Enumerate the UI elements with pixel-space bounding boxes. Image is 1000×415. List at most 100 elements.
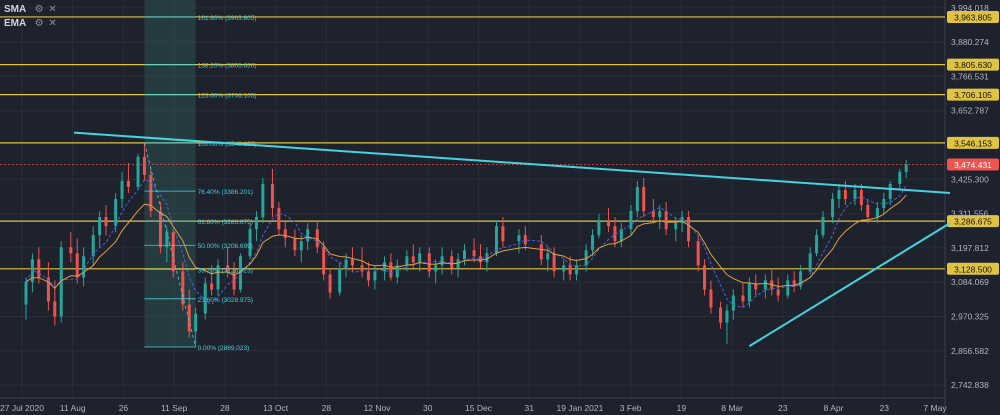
sma-line: [25, 179, 907, 309]
candle-body: [776, 289, 780, 296]
candle-body: [584, 250, 588, 266]
current-price-tag: [947, 158, 999, 171]
candle-body: [232, 271, 236, 290]
candle-body: [658, 211, 662, 218]
time-tick-label: 27 Jul 2020: [0, 403, 44, 413]
level-price-tag: [947, 10, 999, 23]
price-tick-label: 3,197.812: [951, 243, 989, 253]
price-axis[interactable]: 3,994.018 3,880.274 3,766.531 3,652.787 3,42…: [951, 3, 989, 390]
candle-body: [210, 283, 214, 290]
candle-body: [696, 241, 700, 266]
candle-body: [254, 217, 258, 230]
candle-body: [619, 229, 623, 242]
level-price-label: 3,546.153: [954, 138, 992, 148]
candle-body: [754, 283, 758, 290]
candle-body: [373, 271, 377, 281]
level-price-label: 3,286.675: [954, 217, 992, 227]
time-tick-label: 26: [119, 403, 129, 413]
candle-body: [741, 295, 745, 302]
candle-body: [126, 180, 130, 187]
legend-ema-controls-icon[interactable]: ⚙ ✕: [34, 18, 58, 29]
candle-body: [747, 283, 751, 302]
candle-body: [104, 217, 108, 227]
candle-body: [328, 274, 332, 293]
candle-body: [904, 164, 908, 172]
level-price-label: 3,706.105: [954, 90, 992, 100]
candle-body: [389, 262, 393, 278]
candle-body: [866, 205, 870, 218]
candle-body: [792, 280, 796, 287]
candle-body: [709, 289, 713, 308]
candle-body: [59, 247, 63, 317]
price-tick-label: 3,880.274: [951, 37, 989, 47]
fib-level-label: 161.80% (3963.805): [198, 15, 257, 22]
candle-body: [837, 189, 841, 199]
candle-body: [238, 256, 242, 290]
candle-body: [703, 265, 707, 290]
candle-body: [831, 199, 835, 218]
legend-sma-controls-icon[interactable]: ⚙ ✕: [34, 4, 58, 15]
candle-body: [719, 307, 723, 323]
candle-body: [607, 220, 611, 227]
candle-body: [664, 211, 668, 230]
candle-body: [786, 280, 790, 296]
candle-body: [562, 265, 566, 272]
candle-body: [517, 235, 521, 242]
fib-level-label: 123.60% (3706.105): [198, 93, 257, 100]
candle-body: [597, 220, 601, 236]
candle-body: [46, 277, 50, 302]
candle-body: [485, 253, 489, 263]
time-tick-label: 8 Mar: [721, 403, 743, 413]
candle-body: [815, 235, 819, 254]
candle-body: [888, 183, 892, 199]
time-axis[interactable]: 27 Jul 2020 11 Aug 26 11 Sep 28 13 Oct 28 12 No…: [0, 403, 947, 413]
candle-body: [187, 304, 191, 332]
candle-body: [552, 253, 556, 272]
candle-body: [82, 256, 86, 278]
time-tick-label: 28: [220, 403, 230, 413]
time-tick-label: 30: [423, 403, 433, 413]
candle-body: [642, 186, 646, 212]
candle-body: [136, 156, 140, 187]
price-tick-label: 3,084.069: [951, 277, 989, 287]
candle-body: [418, 253, 422, 263]
candle-body: [344, 259, 348, 269]
candle-body: [808, 253, 812, 272]
level-price-label: 3,963.805: [954, 12, 992, 22]
candle-body: [203, 283, 207, 314]
candle-body: [315, 229, 319, 248]
time-tick-label: 3 Feb: [620, 403, 642, 413]
legend-sma[interactable]: SMA ⚙ ✕: [4, 4, 58, 15]
candle-body: [114, 199, 118, 227]
candle-body: [360, 265, 364, 272]
candle-body: [501, 226, 505, 242]
candle-body: [731, 295, 735, 311]
fib-anchor-line: [144, 142, 197, 348]
fibonacci-zone: [144, 0, 196, 348]
fib-zone-shade: [144, 0, 196, 348]
time-tick-label: 11 Sep: [161, 403, 188, 413]
time-tick-label: 23: [778, 403, 788, 413]
price-tick-label: 3,994.018: [951, 3, 989, 13]
candle-body: [350, 259, 354, 266]
legend-ema[interactable]: EMA ⚙ ✕: [4, 18, 58, 29]
fib-level-label: 0.00% (2869.023): [198, 345, 250, 352]
candle-body: [299, 241, 303, 251]
level-price-tag: [947, 136, 999, 149]
candle-body: [277, 208, 281, 230]
trendlines[interactable]: [73, 131, 951, 347]
candle-body: [98, 217, 102, 236]
candle-body: [575, 265, 579, 275]
candle-body: [495, 226, 499, 254]
price-tick-label: 2,970.325: [951, 311, 989, 321]
fib-level-label: 76.40% (3386.201): [198, 189, 253, 196]
candle-body: [635, 186, 639, 212]
candle-body: [293, 238, 297, 251]
fibonacci-labels: 161.80% (3963.805) 138.20% (3805.630) 123.…: [144, 15, 257, 352]
price-tick-label: 3,652.787: [951, 106, 989, 116]
time-tick-label: 19: [677, 403, 687, 413]
candle-body: [306, 229, 310, 242]
candle-body: [440, 256, 444, 266]
candle-body: [523, 235, 527, 245]
